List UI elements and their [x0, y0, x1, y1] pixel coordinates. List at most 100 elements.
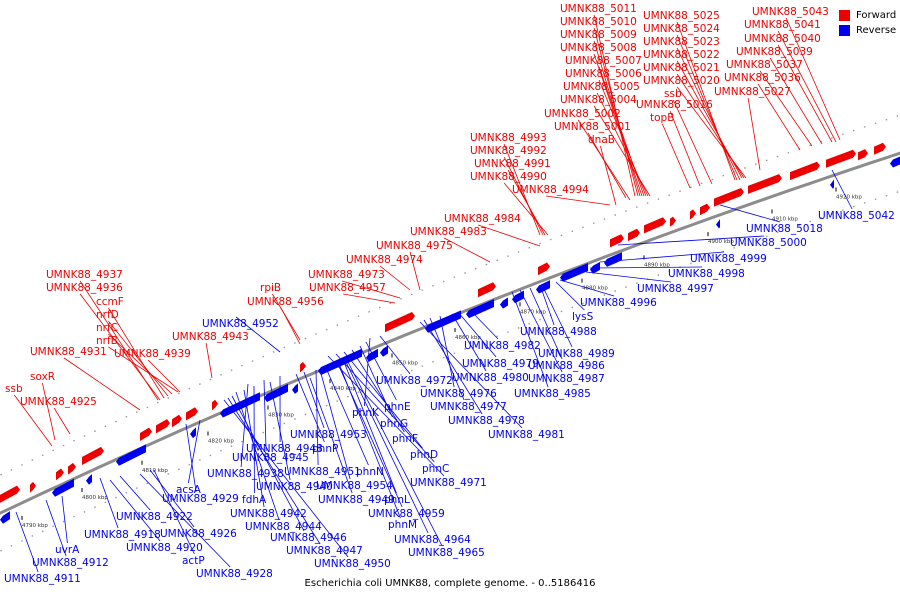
reverse-gene-feature[interactable]	[512, 290, 524, 304]
forward-gene-label[interactable]: UMNK88_5011	[560, 3, 637, 15]
forward-gene-feature[interactable]	[300, 362, 306, 373]
reverse-gene-feature[interactable]	[116, 444, 146, 466]
reverse-gene-label[interactable]: UMNK88_4986	[528, 360, 605, 372]
reverse-gene-feature[interactable]	[52, 478, 74, 497]
forward-gene-label[interactable]: UMNK88_5039	[736, 46, 813, 58]
reverse-gene-label[interactable]: UMNK88_4951	[284, 466, 361, 478]
forward-gene-label[interactable]: UMNK88_5023	[643, 36, 720, 48]
forward-gene-feature[interactable]	[538, 262, 550, 276]
reverse-gene-label[interactable]: fdhA	[242, 494, 267, 506]
reverse-gene-feature[interactable]	[0, 511, 10, 524]
reverse-gene-label[interactable]: UMNK88_4977	[430, 401, 507, 413]
reverse-gene-label[interactable]: UMNK88_4928	[196, 568, 273, 580]
forward-gene-label[interactable]: nrfD	[96, 309, 119, 321]
reverse-gene-label[interactable]: phnM	[388, 519, 417, 531]
reverse-gene-label[interactable]: UMNK88_5000	[730, 237, 807, 249]
forward-gene-label[interactable]: UMNK88_4957	[309, 282, 386, 294]
forward-gene-label[interactable]: soxR	[30, 371, 55, 383]
reverse-gene-label[interactable]: UMNK88_4929	[162, 493, 239, 505]
reverse-gene-label[interactable]: UMNK88_4982	[464, 340, 541, 352]
reverse-gene-label[interactable]: UMNK88_4944	[245, 521, 322, 533]
forward-gene-label[interactable]: UMNK88_5037	[726, 59, 803, 71]
reverse-gene-label[interactable]: actP	[182, 555, 205, 567]
reverse-gene-label[interactable]: UMNK88_4918	[84, 529, 161, 541]
reverse-gene-feature[interactable]	[190, 427, 196, 439]
reverse-gene-label[interactable]: UMNK88_4948	[246, 443, 323, 455]
forward-gene-label[interactable]: UMNK88_4939	[114, 348, 191, 360]
forward-gene-feature[interactable]	[0, 485, 20, 504]
forward-gene-feature[interactable]	[212, 399, 218, 411]
reverse-gene-label[interactable]: UMNK88_4946	[270, 532, 347, 544]
forward-gene-label[interactable]: ccmF	[96, 296, 124, 308]
reverse-gene-label[interactable]: UMNK88_4976	[420, 388, 497, 400]
forward-gene-label[interactable]: UMNK88_5006	[565, 68, 642, 80]
reverse-gene-label[interactable]: UMNK88_4952	[202, 318, 279, 330]
forward-gene-label[interactable]: UMNK88_4991	[474, 158, 551, 170]
reverse-gene-label[interactable]: UMNK88_4949	[318, 494, 395, 506]
forward-gene-feature[interactable]	[748, 174, 782, 194]
reverse-gene-label[interactable]: phnD	[410, 449, 438, 461]
reverse-gene-label[interactable]: UMNK88_4979	[462, 358, 539, 370]
forward-gene-label[interactable]: UMNK88_5022	[643, 49, 720, 61]
forward-gene-label[interactable]: UMNK88_5016	[636, 99, 713, 111]
reverse-gene-label[interactable]: UMNK88_4912	[32, 557, 109, 569]
reverse-gene-label[interactable]: phnK	[352, 407, 380, 419]
reverse-gene-feature[interactable]	[380, 345, 388, 357]
forward-gene-label[interactable]: nrfB	[96, 335, 118, 347]
reverse-gene-feature[interactable]	[716, 219, 720, 229]
forward-gene-label[interactable]: UMNK88_5001	[554, 121, 631, 133]
forward-gene-feature[interactable]	[826, 149, 856, 168]
reverse-gene-label[interactable]: UMNK88_4985	[514, 388, 591, 400]
forward-gene-label[interactable]: UMNK88_4994	[512, 184, 589, 196]
reverse-gene-feature[interactable]	[264, 383, 288, 402]
reverse-gene-label[interactable]: UMNK88_4999	[690, 253, 767, 265]
forward-gene-label[interactable]: UMNK88_4992	[470, 145, 547, 157]
reverse-gene-label[interactable]: UMNK88_5042	[818, 210, 895, 222]
reverse-gene-label[interactable]: acsA	[176, 484, 202, 496]
reverse-gene-label[interactable]: UMNK88_4988	[520, 326, 597, 338]
reverse-gene-label[interactable]: UMNK88_4978	[448, 415, 525, 427]
forward-gene-label[interactable]: UMNK88_5025	[643, 10, 720, 22]
forward-gene-label[interactable]: UMNK88_4993	[470, 132, 547, 144]
reverse-gene-label[interactable]: UMNK88_4989	[538, 348, 615, 360]
forward-gene-label[interactable]: UMNK88_5027	[714, 86, 791, 98]
reverse-gene-feature[interactable]	[292, 383, 298, 394]
forward-gene-feature[interactable]	[714, 188, 744, 207]
forward-gene-feature[interactable]	[610, 234, 624, 248]
reverse-gene-feature[interactable]	[536, 280, 550, 294]
forward-gene-label[interactable]: UMNK88_4975	[376, 240, 453, 252]
forward-gene-feature[interactable]	[156, 419, 170, 434]
forward-gene-feature[interactable]	[700, 203, 710, 216]
forward-gene-feature[interactable]	[30, 481, 36, 493]
reverse-gene-feature[interactable]	[220, 392, 260, 418]
forward-gene-label[interactable]: UMNK88_5036	[724, 72, 801, 84]
forward-gene-feature[interactable]	[82, 446, 104, 465]
forward-gene-label[interactable]: UMNK88_4990	[470, 171, 547, 183]
forward-gene-label[interactable]: UMNK88_4984	[444, 213, 521, 225]
reverse-gene-label[interactable]: phnE	[384, 401, 411, 413]
forward-gene-label[interactable]: rpiB	[260, 282, 281, 294]
reverse-gene-label[interactable]: phnG	[380, 418, 408, 430]
reverse-gene-label[interactable]: UMNK88_4980	[452, 372, 529, 384]
reverse-gene-label[interactable]: UMNK88_5018	[746, 223, 823, 235]
forward-gene-feature[interactable]	[690, 209, 696, 220]
forward-gene-label[interactable]: UMNK88_5024	[643, 23, 720, 35]
reverse-gene-feature[interactable]	[830, 179, 834, 189]
reverse-gene-label[interactable]: phnP	[312, 443, 338, 455]
reverse-gene-label[interactable]: UMNK88_4971	[410, 477, 487, 489]
reverse-gene-label[interactable]: uvrA	[55, 544, 80, 556]
forward-gene-label[interactable]: UMNK88_4937	[46, 269, 123, 281]
forward-gene-label[interactable]: UMNK88_4974	[346, 254, 423, 266]
reverse-gene-label[interactable]: UMNK88_4997	[637, 283, 714, 295]
forward-gene-label[interactable]: UMNK88_5007	[565, 55, 642, 67]
reverse-gene-label[interactable]: UMNK88_4953	[290, 429, 367, 441]
forward-gene-label[interactable]: UMNK88_5009	[560, 29, 637, 41]
reverse-gene-feature[interactable]	[366, 348, 378, 362]
reverse-gene-feature[interactable]	[425, 310, 461, 333]
forward-gene-label[interactable]: topB	[650, 112, 674, 124]
forward-gene-label[interactable]: UMNK88_4983	[410, 226, 487, 238]
reverse-gene-label[interactable]: UMNK88_4950	[314, 558, 391, 570]
reverse-gene-label[interactable]: lysS	[572, 311, 594, 323]
forward-gene-feature[interactable]	[858, 149, 868, 161]
forward-gene-label[interactable]: nrfC	[96, 322, 118, 334]
